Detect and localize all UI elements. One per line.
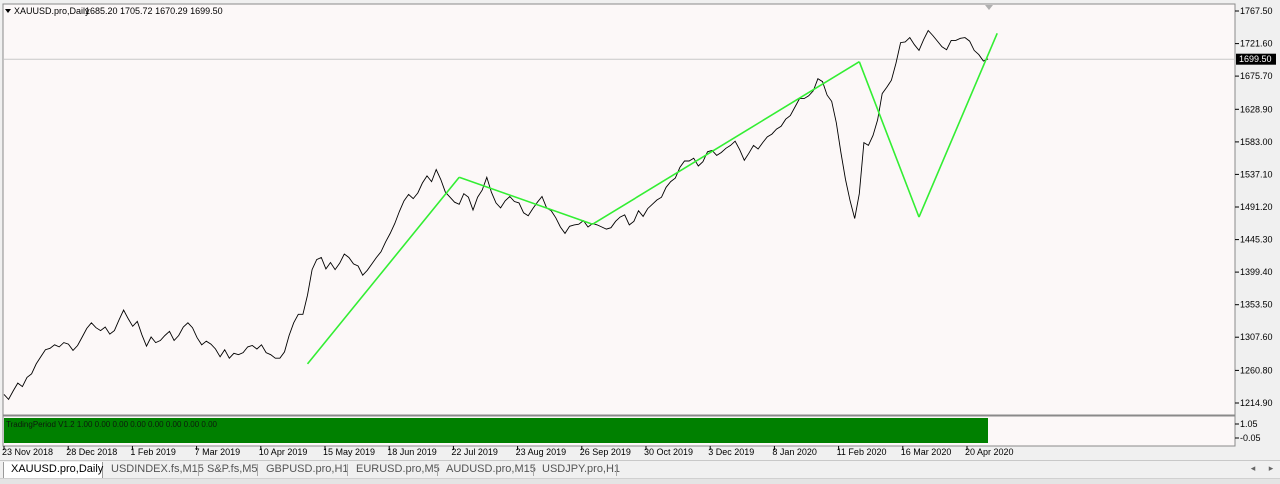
tab-eurusd-m5[interactable]: EURUSD.pro,M5 (356, 463, 440, 475)
chart-tabs-bar: XAUUSD.pro,Daily USDINDEX.fs,M15 S&P.fs,… (0, 460, 1280, 479)
tab-usdjpy-h1[interactable]: USDJPY.pro,H1 (542, 463, 621, 475)
price-axis-label: 1628.90 (1240, 104, 1273, 114)
indicator-scale-bottom: -0.05 (1240, 433, 1261, 443)
price-axis-label: 1399.40 (1240, 267, 1273, 277)
price-axis-label: 1491.20 (1240, 202, 1273, 212)
price-chart-area[interactable] (2, 3, 1236, 416)
time-axis-label: 15 May 2019 (323, 447, 375, 457)
price-axis[interactable]: 1767.50 1721.60 1675.70 1628.90 1583.00 1537.… (1235, 6, 1273, 408)
zigzag-segment (592, 61, 860, 225)
time-axis-label: 10 Apr 2019 (259, 447, 308, 457)
time-axis-label: 22 Jul 2019 (451, 447, 498, 457)
time-axis-label: 1 Feb 2019 (130, 447, 176, 457)
price-axis-label: 1675.70 (1240, 71, 1273, 81)
indicator-scale-top: 1.05 (1240, 419, 1258, 429)
price-axis-label: 1307.60 (1240, 332, 1273, 342)
indicator-label: TradingPeriod V1.2 1.00 0.00 0.00 0.00 0… (6, 420, 218, 429)
price-axis-label: 1767.50 (1240, 6, 1273, 16)
price-axis-label: 1353.50 (1240, 300, 1273, 310)
price-series-group (3, 29, 989, 401)
zigzag-segment (918, 32, 998, 218)
price-axis-label: 1721.60 (1240, 39, 1273, 49)
time-axis-label: 11 Feb 2020 (837, 447, 887, 457)
time-axis-label: 20 Apr 2020 (965, 447, 1014, 457)
chart-shift-icon[interactable] (985, 5, 993, 10)
zigzag-group (306, 32, 998, 365)
tabs-scroll-left-icon[interactable]: ◂ (1250, 463, 1256, 473)
time-axis-label: 3 Dec 2019 (708, 447, 754, 457)
status-strip (0, 478, 1280, 484)
time-axis-label: 18 Jun 2019 (387, 447, 437, 457)
time-axis-label: 30 Oct 2019 (644, 447, 693, 457)
time-axis-label: 26 Sep 2019 (580, 447, 631, 457)
tab-sp-m5[interactable]: S&P.fs,M5 (207, 463, 258, 475)
price-axis-label: 1260.80 (1240, 365, 1273, 375)
time-axis-label: 23 Nov 2018 (2, 447, 53, 457)
tab-gbpusd-h1[interactable]: GBPUSD.pro,H1 (266, 463, 349, 475)
price-line-series (3, 29, 989, 401)
time-axis-label: 23 Aug 2019 (516, 447, 567, 457)
zigzag-segment (458, 176, 593, 225)
symbol-menu-icon[interactable] (5, 9, 11, 13)
price-axis-label: 1583.00 (1240, 137, 1273, 147)
current-price-box (1236, 53, 1276, 65)
time-axis-label: 7 Mar 2019 (195, 447, 241, 457)
tabs-scroll-right-icon[interactable]: ▸ (1268, 463, 1274, 473)
zigzag-segment (858, 61, 920, 218)
current-price-label: 1699.50 (1239, 54, 1272, 64)
price-axis-label: 1445.30 (1240, 235, 1273, 245)
time-axis-label: 8 Jan 2020 (772, 447, 817, 457)
symbol-label: XAUUSD.pro,Daily (14, 6, 90, 16)
tab-usdindex-m15[interactable]: USDINDEX.fs,M15 (111, 463, 204, 475)
price-axis-label: 1537.10 (1240, 169, 1273, 179)
tab-audusd-m15[interactable]: AUDUSD.pro,M15 (446, 463, 536, 475)
price-axis-label: 1214.90 (1240, 398, 1273, 408)
time-axis-label: 28 Dec 2018 (66, 447, 117, 457)
time-axis-label: 16 Mar 2020 (901, 447, 952, 457)
tab-xauusd-daily[interactable]: XAUUSD.pro,Daily (3, 462, 103, 479)
time-axis[interactable]: 23 Nov 2018 28 Dec 2018 1 Feb 2019 7 Mar 20… (2, 446, 1014, 457)
ohlc-values: 1685.20 1705.72 1670.29 1699.50 (85, 6, 223, 16)
main-chart[interactable]: 1767.50 1721.60 1675.70 1628.90 1583.00 1537.… (0, 0, 1280, 460)
indicator-histogram-bar (4, 418, 988, 443)
zigzag-segment (306, 176, 460, 365)
